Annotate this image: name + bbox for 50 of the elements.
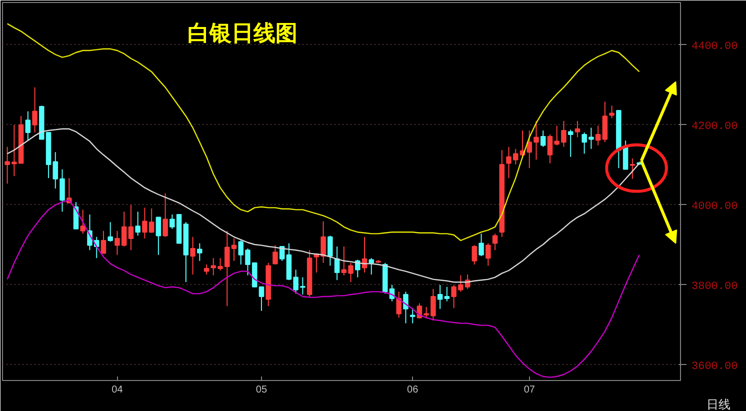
candlestick bbox=[486, 242, 491, 266]
candlestick bbox=[444, 286, 450, 302]
candlestick bbox=[574, 120, 580, 138]
candlestick bbox=[437, 284, 443, 310]
candlestick bbox=[568, 129, 574, 158]
candlestick bbox=[540, 130, 546, 148]
x-tick-label: 04 bbox=[112, 384, 124, 396]
candlestick bbox=[60, 168, 65, 212]
y-tick-label: 4000.00 bbox=[692, 200, 738, 213]
candlestick bbox=[156, 216, 162, 256]
y-tick-label: 4200.00 bbox=[692, 120, 738, 133]
candlestick bbox=[162, 192, 168, 238]
candlestick bbox=[534, 120, 539, 160]
candlestick bbox=[403, 291, 408, 324]
line-series bbox=[6, 23, 640, 242]
candlestick bbox=[472, 244, 478, 265]
candlestick bbox=[609, 105, 614, 119]
x-tick-label: 05 bbox=[256, 384, 268, 396]
candlestick bbox=[190, 236, 196, 275]
candlestick bbox=[602, 101, 608, 143]
candlestick bbox=[258, 286, 264, 312]
candlestick bbox=[272, 244, 278, 265]
candlestick bbox=[526, 130, 532, 169]
candlestick bbox=[80, 209, 86, 234]
candlestick bbox=[595, 125, 601, 146]
candlestick bbox=[52, 152, 58, 189]
candlestick bbox=[25, 110, 31, 141]
x-tick-label: 07 bbox=[524, 384, 536, 396]
candlestick bbox=[355, 259, 360, 278]
candlestick bbox=[396, 291, 402, 318]
candlestick bbox=[32, 86, 38, 133]
candlestick bbox=[478, 233, 484, 257]
candlestick bbox=[128, 204, 134, 251]
candlestick bbox=[630, 158, 636, 180]
candlestick bbox=[368, 258, 374, 275]
candlestick bbox=[492, 233, 498, 251]
y-tick-label: 4400.00 bbox=[692, 40, 738, 53]
candlestick bbox=[108, 222, 113, 242]
x-tick-label: 06 bbox=[407, 384, 419, 396]
candlestick bbox=[204, 264, 210, 275]
candlestick bbox=[328, 235, 333, 266]
y-tick-label: 3800.00 bbox=[692, 280, 738, 293]
candlestick bbox=[100, 230, 106, 254]
x-axis-title: 日线 bbox=[706, 398, 730, 411]
y-tick-label: 3600.00 bbox=[692, 360, 738, 373]
text: 白银日线图 bbox=[188, 22, 298, 46]
candlestick bbox=[334, 246, 340, 281]
candlestick bbox=[135, 211, 140, 236]
candlestick bbox=[197, 242, 202, 262]
candlestick bbox=[410, 308, 416, 324]
